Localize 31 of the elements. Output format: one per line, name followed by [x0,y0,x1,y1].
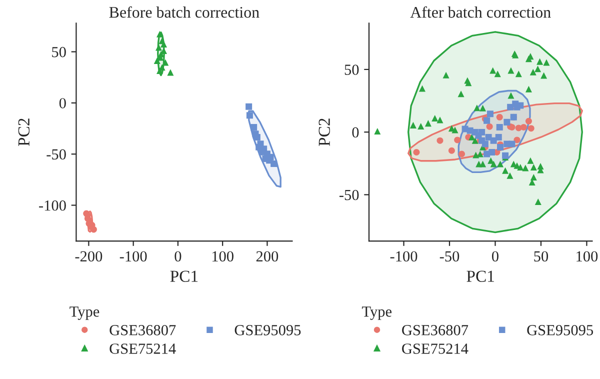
legend-label: GSE95095 [527,325,594,336]
y-axis-title: PC2 [318,118,330,146]
legend-label: GSE75214 [110,344,176,354]
x-axis-title: PC1 [170,270,198,282]
legend-label: GSE36807 [110,325,176,336]
y-tick-label: -50 [46,149,66,160]
x-tick-label: 200 [256,251,278,262]
y-tick-label: 50 [344,64,359,75]
x-tick-label: 0 [492,251,498,262]
y-axis-title: PC2 [18,118,30,146]
y-tick-label: 0 [352,127,359,138]
x-tick-label: 100 [212,251,234,262]
y-tick-label: -50 [339,190,359,200]
chart-title: Before batch correction [109,6,260,18]
y-tick-label: 0 [59,98,66,108]
x-tick-label: 0 [174,251,182,262]
legend-label: GSE75214 [402,344,468,354]
legend-title: Type [70,306,100,320]
chart-title: After batch correction [410,6,551,18]
y-tick-label: -100 [39,200,66,211]
x-tick-label: 100 [576,251,598,262]
x-tick-label: -50 [440,251,460,262]
legend-label: GSE36807 [402,325,468,336]
x-axis-title: PC1 [466,270,494,282]
x-tick-label: 50 [534,251,548,262]
x-tick-label: -100 [390,251,418,262]
legend-title: Type [362,306,392,320]
x-tick-label: -200 [75,251,102,262]
y-tick-label: 50 [52,46,66,58]
x-tick-label: -100 [120,251,147,262]
legend-label: GSE95095 [234,325,301,336]
